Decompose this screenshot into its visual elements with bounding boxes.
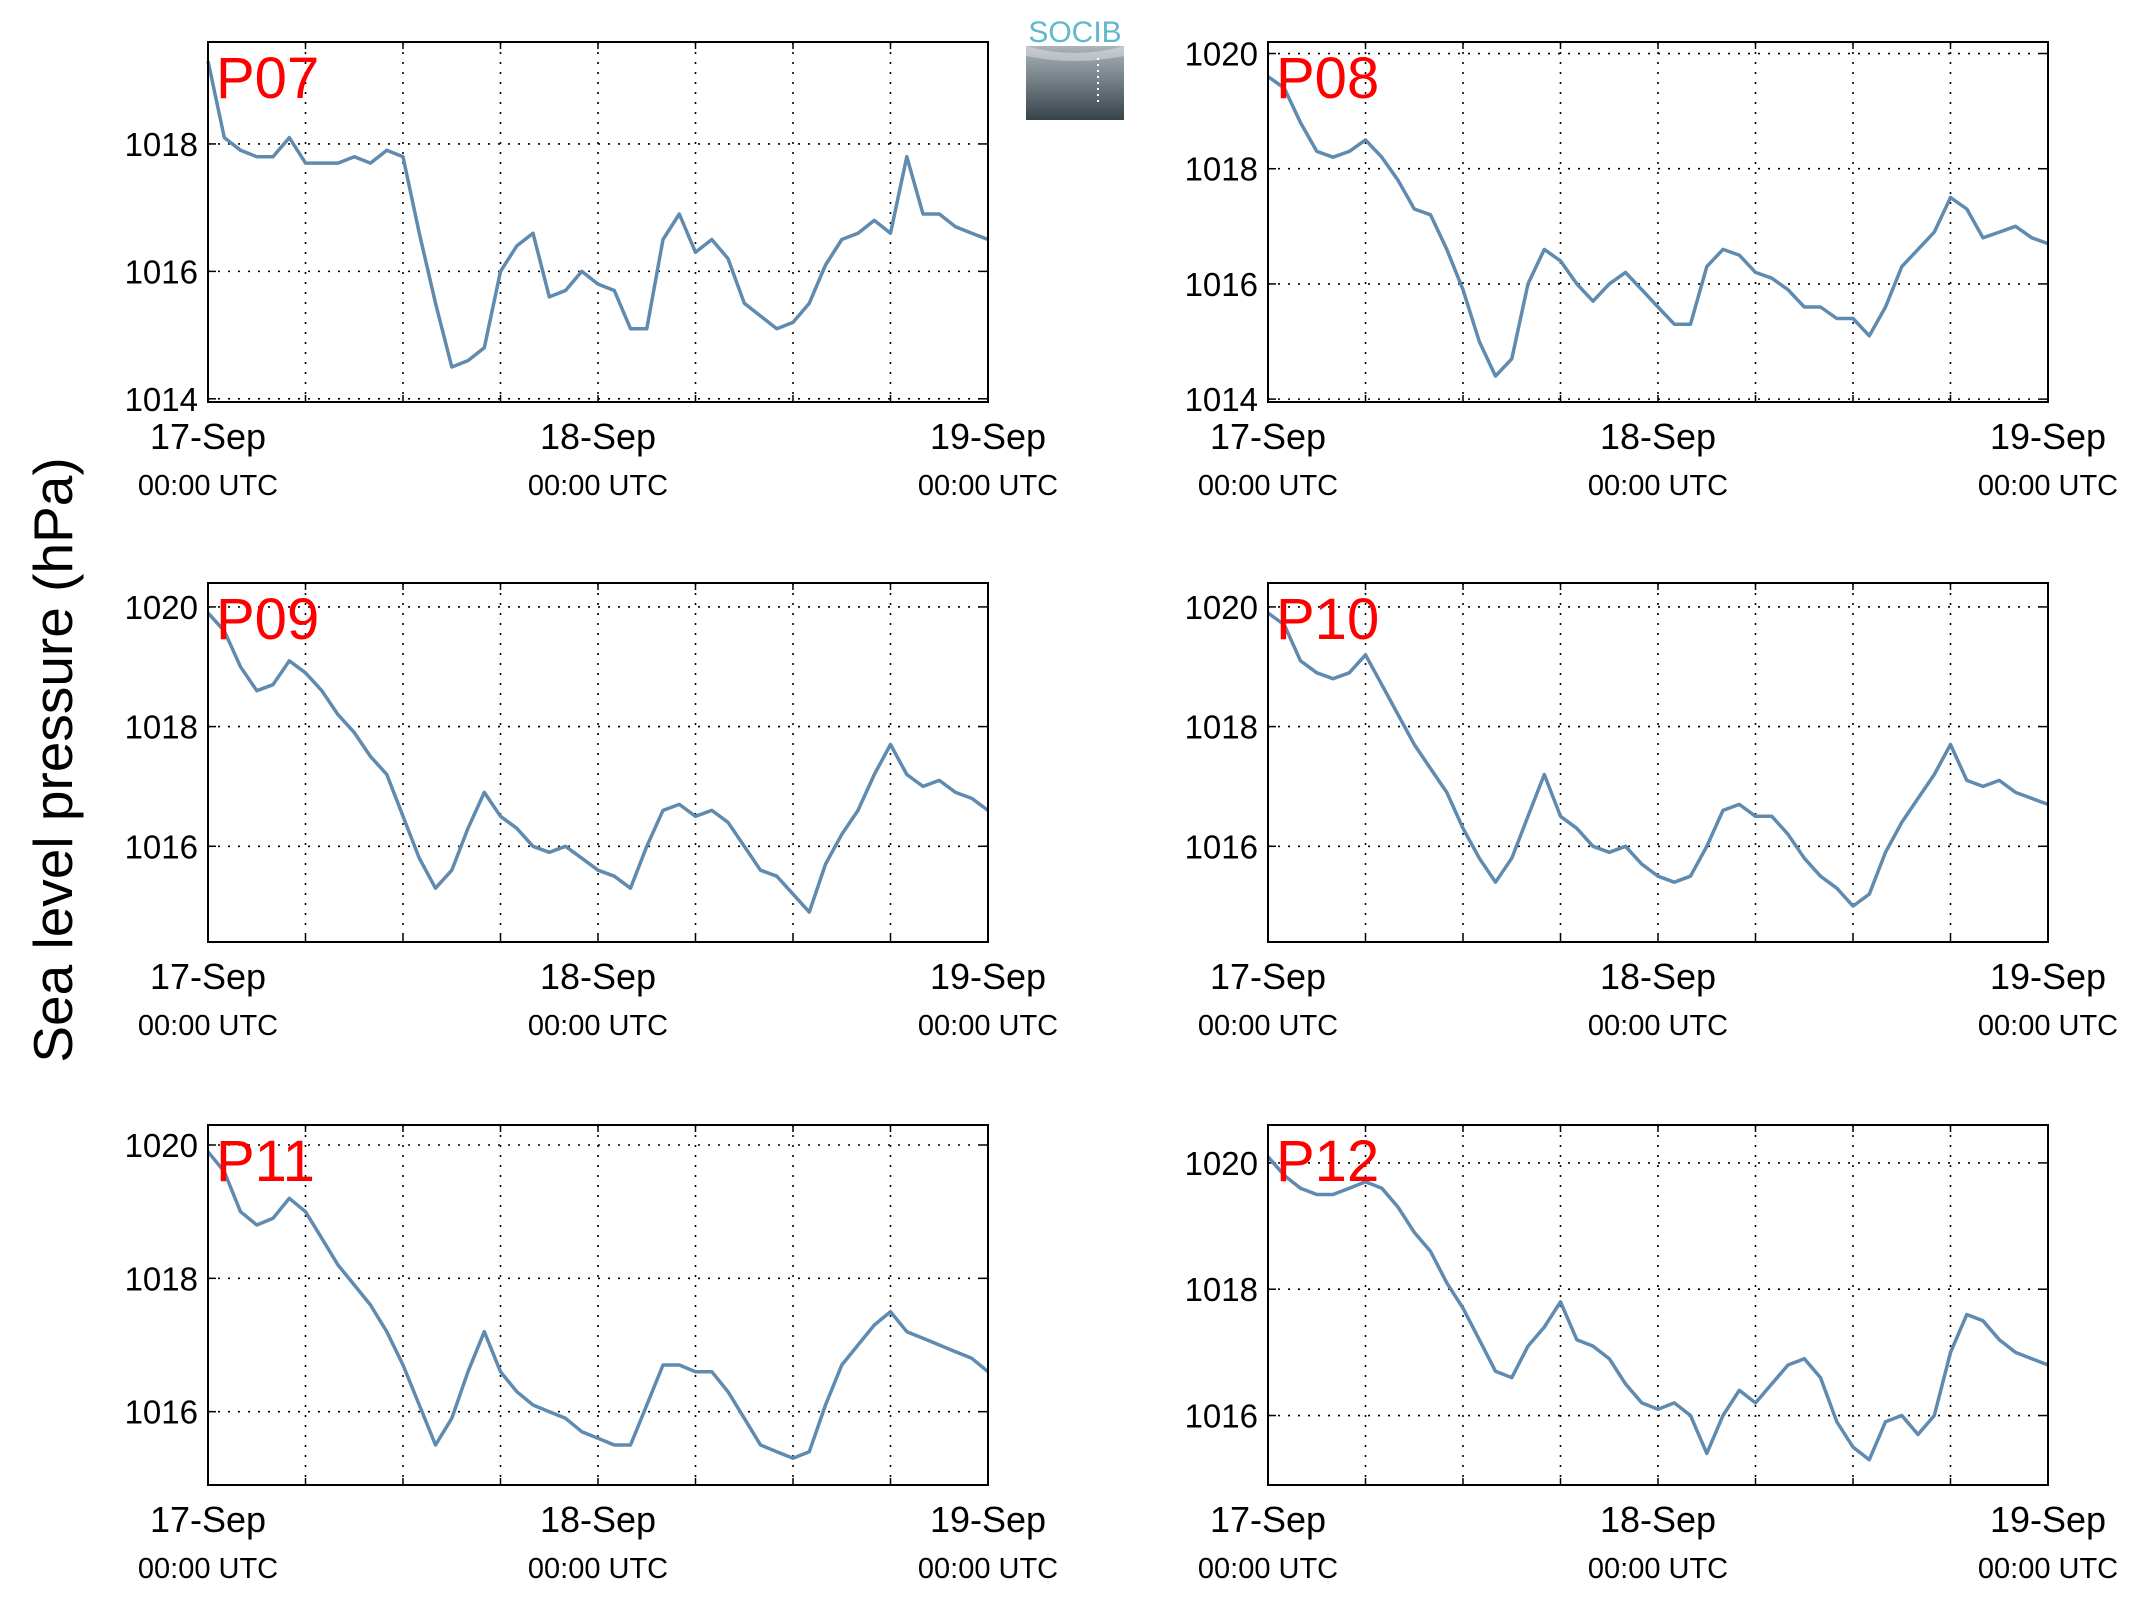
x-tick-date-label: 19-Sep [930,416,1046,457]
y-tick-label: 1018 [1185,151,1258,188]
x-tick-time-label: 00:00 UTC [528,1553,668,1585]
x-tick-time-label: 00:00 UTC [138,470,278,502]
chart-panel-p08: 1014 1016 1018 1020 17-Sep 00:00 UTC 18-Sep 00:… [1185,36,2119,502]
panel-title: P10 [1276,587,1379,652]
plot-area [208,583,988,942]
chart-panel-p07: 1014 1016 1018 17-Sep 00:00 UTC 18-Sep 00:00 U… [125,41,1058,502]
x-tick-date-label: 17-Sep [1210,956,1326,997]
logo-box [1026,46,1124,120]
x-tick-date-label: 19-Sep [1990,956,2106,997]
x-tick-time-label: 00:00 UTC [138,1010,278,1042]
y-tick-label: 1018 [125,1260,198,1297]
panel-title: P09 [216,587,319,652]
x-tick-time-label: 00:00 UTC [1198,1010,1338,1042]
chart-panel-p12: 1016 1018 1020 17-Sep 00:00 UTC 18-Sep 00:00 U… [1185,1124,2118,1585]
chart-panels: 1014 1016 1018 17-Sep 00:00 UTC 18-Sep 00:00 U… [125,36,2119,1585]
x-tick-time-label: 00:00 UTC [1978,1553,2118,1585]
axes-frame [207,1124,989,1486]
x-tick-date-label: 17-Sep [1210,1499,1326,1540]
x-tick-time-label: 00:00 UTC [1588,1553,1728,1585]
x-tick-time-label: 00:00 UTC [138,1553,278,1585]
x-tick-date-label: 17-Sep [150,1499,266,1540]
x-tick-time-label: 00:00 UTC [1978,470,2118,502]
x-tick-time-label: 00:00 UTC [1978,1010,2118,1042]
x-tick-date-label: 17-Sep [1210,416,1326,457]
socib-logo: SOCIB [1026,16,1124,120]
y-tick-label: 1020 [1185,36,1258,73]
y-tick-label: 1020 [125,589,198,626]
y-tick-label: 1016 [125,1394,198,1431]
x-tick-date-label: 19-Sep [930,956,1046,997]
y-tick-label: 1016 [125,828,198,865]
y-tick-label: 1016 [1185,266,1258,303]
y-tick-label: 1018 [125,709,198,746]
panel-title: P07 [216,46,319,111]
x-tick-time-label: 00:00 UTC [918,1010,1058,1042]
y-axis-label: Sea level pressure (hPa) [22,457,84,1062]
y-tick-label: 1020 [1185,1145,1258,1182]
x-tick-time-label: 00:00 UTC [1588,470,1728,502]
x-tick-date-label: 18-Sep [1600,956,1716,997]
x-tick-date-label: 18-Sep [1600,1499,1716,1540]
axes-frame [1267,41,2049,403]
x-tick-date-label: 18-Sep [540,1499,656,1540]
y-tick-label: 1016 [1185,828,1258,865]
x-tick-time-label: 00:00 UTC [1198,1553,1338,1585]
logo-text: SOCIB [1028,16,1121,49]
chart-panel-p11: 1016 1018 1020 17-Sep 00:00 UTC 18-Sep 00:00 U… [125,1124,1058,1585]
x-tick-time-label: 00:00 UTC [918,1553,1058,1585]
y-tick-label: 1020 [125,1127,198,1164]
axes-frame [207,582,989,943]
axes-frame [1267,582,2049,943]
x-tick-date-label: 17-Sep [150,416,266,457]
y-tick-label: 1016 [1185,1398,1258,1435]
x-tick-date-label: 18-Sep [1600,416,1716,457]
x-tick-time-label: 00:00 UTC [1198,470,1338,502]
axes-frame [1267,1124,2049,1486]
x-tick-time-label: 00:00 UTC [528,470,668,502]
panel-title: P08 [1276,46,1379,111]
x-tick-date-label: 18-Sep [540,956,656,997]
panel-title: P11 [216,1129,315,1194]
y-tick-label: 1020 [1185,589,1258,626]
y-tick-label: 1014 [125,381,198,418]
plot-area [1268,583,2048,942]
x-tick-date-label: 17-Sep [150,956,266,997]
y-tick-label: 1018 [125,126,198,163]
y-tick-label: 1018 [1185,709,1258,746]
logo-wave [1026,46,1124,61]
x-tick-date-label: 19-Sep [1990,1499,2106,1540]
y-tick-label: 1016 [125,253,198,290]
x-tick-date-label: 18-Sep [540,416,656,457]
x-tick-date-label: 19-Sep [1990,416,2106,457]
panel-title: P12 [1276,1129,1379,1194]
x-tick-time-label: 00:00 UTC [1588,1010,1728,1042]
axes-frame [207,41,989,403]
y-tick-label: 1018 [1185,1271,1258,1308]
x-tick-time-label: 00:00 UTC [918,470,1058,502]
chart-panel-p10: 1016 1018 1020 17-Sep 00:00 UTC 18-Sep 00:00 U… [1185,582,2118,1042]
chart-panel-p09: 1016 1018 1020 17-Sep 00:00 UTC 18-Sep 00:00 U… [125,582,1058,1042]
x-tick-date-label: 19-Sep [930,1499,1046,1540]
x-tick-time-label: 00:00 UTC [528,1010,668,1042]
y-tick-label: 1014 [1185,381,1258,418]
